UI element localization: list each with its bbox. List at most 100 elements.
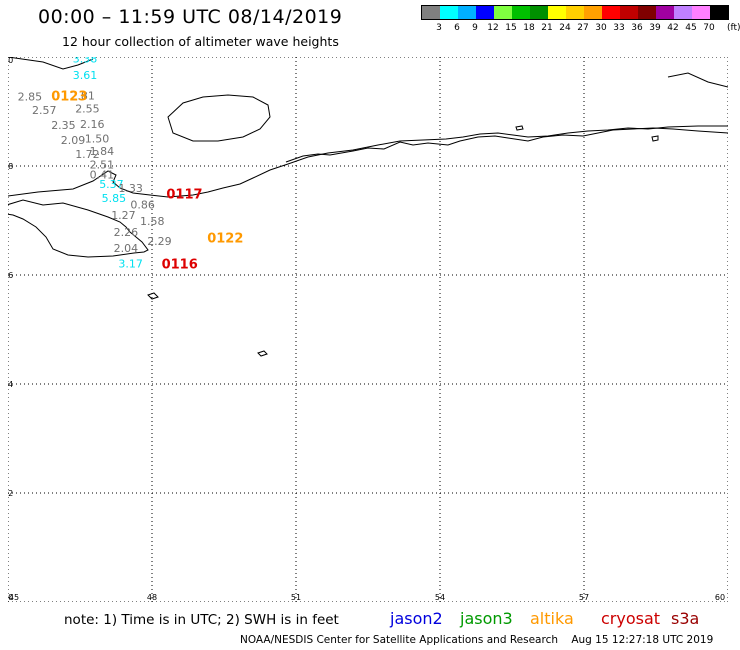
legend-unit-label: (ft) — [727, 23, 740, 33]
wave-height-value: 2.57 — [32, 104, 57, 117]
satellite-jason2: jason2 — [390, 609, 443, 628]
legend-swatch — [692, 6, 710, 19]
wave-height-value: 1.84 — [90, 145, 115, 158]
legend-swatch — [566, 6, 584, 19]
legend-swatch — [440, 6, 458, 19]
wave-height-value: 3.17 — [118, 257, 142, 270]
graticule-layer — [8, 57, 728, 602]
legend-tick-label: 45 — [685, 23, 697, 33]
wave-height-value: 2.09 — [61, 134, 86, 147]
wave-height-value: 2.29 — [147, 235, 172, 248]
legend-swatch — [710, 6, 728, 19]
legend-swatch — [458, 6, 476, 19]
legend-swatch — [620, 6, 638, 19]
latitude-label: 70 — [8, 57, 13, 65]
kanin-peninsula-coast — [8, 125, 728, 198]
legend-swatch — [584, 6, 602, 19]
legend-swatch — [656, 6, 674, 19]
legend-tick-label: 15 — [505, 23, 517, 33]
wave-height-value: 5.37 — [99, 178, 124, 191]
islet-b — [651, 135, 659, 142]
legend-swatch — [602, 6, 620, 19]
legend-tick-label: 3 — [436, 23, 442, 33]
legend-tick-label: 70 — [703, 23, 715, 33]
legend-swatch — [476, 6, 494, 19]
pass-time-label: 0116 — [162, 257, 198, 272]
latitude-label: 62 — [8, 489, 13, 498]
legend-swatch — [548, 6, 566, 19]
legend-tick-label: 27 — [577, 23, 589, 33]
latitude-label: 64 — [8, 380, 13, 389]
footer-note: note: 1) Time is in UTC; 2) SWH is in fe… — [64, 612, 339, 628]
kanin-south-shore — [8, 199, 149, 258]
satellite-s3a: s3a — [671, 609, 700, 628]
legend-tick-row: (ft) 3 6 9 12 15 18 21 24 27 30 33 36 39 42 45 70 — [421, 20, 740, 34]
wave-height-value: 1.50 — [85, 133, 110, 146]
wave-height-value: 2.51 — [90, 159, 115, 172]
wave-height-value: 3.61 — [73, 69, 98, 82]
wave-height-value: 2.26 — [114, 226, 139, 239]
page-title: 00:00 – 11:59 UTC 08/14/2019 — [38, 6, 343, 28]
kolguev-island — [167, 94, 271, 142]
legend-swatch — [530, 6, 548, 19]
wave-height-map: 706866646260454851545760 3.383.612.852.8… — [8, 57, 728, 602]
wave-height-value: 2.16 — [80, 118, 105, 131]
north-coast-fragment — [8, 57, 94, 70]
satellite-altika: altika — [530, 609, 574, 628]
coastline-layer — [8, 57, 728, 357]
satellite-cryosat: cryosat — [601, 609, 661, 628]
wave-height-value: 2.55 — [75, 103, 100, 116]
legend-swatch — [494, 6, 512, 19]
wave-height-value: 2.81 — [70, 90, 95, 103]
axis-labels-layer: 706866646260454851545760 — [8, 57, 725, 602]
color-scale-legend: (ft) 3 6 9 12 15 18 21 24 27 30 33 36 39 42 45 70 — [421, 5, 740, 34]
legend-tick-label: 12 — [487, 23, 499, 33]
wave-height-value: 0.41 — [90, 169, 115, 182]
longitude-label: 48 — [147, 593, 157, 602]
legend-tick-label: 39 — [649, 23, 661, 33]
legend-swatch — [674, 6, 692, 19]
wave-height-value: 2.35 — [51, 119, 75, 132]
latitude-label: 68 — [8, 162, 13, 171]
wave-height-value: 5.85 — [102, 192, 127, 205]
longitude-label: 60 — [715, 593, 725, 602]
legend-tick-label: 42 — [667, 23, 679, 33]
wave-height-value: 1.33 — [118, 182, 142, 195]
longitude-label: 51 — [291, 593, 301, 602]
legend-color-bar — [421, 5, 729, 20]
islet-a — [515, 125, 524, 131]
legend-tick-label: 21 — [541, 23, 553, 33]
wave-height-value: 2.04 — [114, 242, 139, 255]
map-panel: 706866646260454851545760 3.383.612.852.8… — [8, 57, 728, 602]
satellite-jason3: jason3 — [460, 609, 513, 628]
legend-tick-label: 33 — [613, 23, 625, 33]
legend-tick-label: 36 — [631, 23, 643, 33]
legend-swatch — [422, 6, 440, 19]
pass-time-label: 0123 — [51, 90, 87, 105]
legend-tick-label: 9 — [472, 23, 478, 33]
legend-tick-label: 18 — [523, 23, 535, 33]
longitude-label: 45 — [9, 593, 19, 602]
wave-height-value: 1.58 — [140, 215, 165, 228]
page-subtitle: 12 hour collection of altimeter wave hei… — [62, 34, 339, 49]
footer-credit: NOAA/NESDIS Center for Satellite Applica… — [240, 634, 714, 646]
pass-time-label: 0122 — [207, 231, 243, 246]
wave-height-value: 3.38 — [73, 57, 98, 65]
wave-height-value: 2.85 — [18, 91, 42, 104]
pass-time-label: 0117 — [166, 188, 202, 203]
legend-tick-label: 6 — [454, 23, 460, 33]
legend-tick-label: 24 — [559, 23, 571, 33]
observations-layer: 3.38 3.61 2.85 2.81 2.57 2.552.35 2.16 2.09 1.50… — [18, 57, 172, 270]
wave-height-value: 0.86 — [130, 199, 155, 212]
pass-labels-layer: 0123 0117 0122 0116 — [51, 90, 243, 273]
mezen-island — [257, 350, 268, 357]
morzhovets-island — [147, 292, 159, 300]
wave-height-value: 1.27 — [111, 209, 136, 222]
legend-tick-label: 30 — [595, 23, 607, 33]
latitude-label: 66 — [8, 271, 13, 280]
legend-swatch — [512, 6, 530, 19]
longitude-label: 57 — [579, 593, 589, 602]
latitude-label: 60 — [8, 593, 13, 602]
legend-swatch — [638, 6, 656, 19]
pechora-delta-coast — [285, 127, 728, 163]
